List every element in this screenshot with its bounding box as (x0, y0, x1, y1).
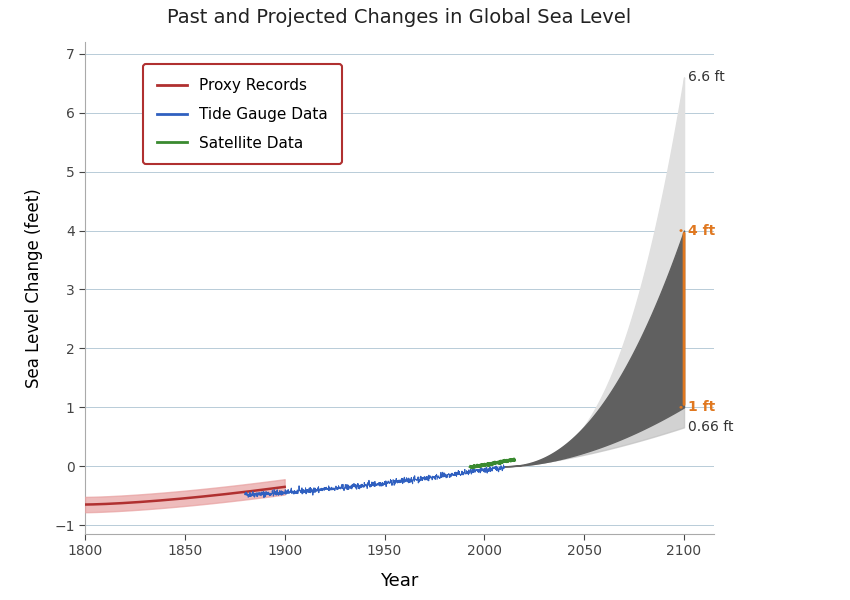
Text: 4 ft: 4 ft (688, 224, 716, 238)
Text: 6.6 ft: 6.6 ft (688, 70, 725, 85)
Y-axis label: Sea Level Change (feet): Sea Level Change (feet) (25, 188, 43, 388)
Text: 1 ft: 1 ft (688, 400, 716, 415)
Title: Past and Projected Changes in Global Sea Level: Past and Projected Changes in Global Sea… (167, 8, 632, 26)
Legend: Proxy Records, Tide Gauge Data, Satellite Data: Proxy Records, Tide Gauge Data, Satellit… (143, 64, 342, 164)
Text: 0.66 ft: 0.66 ft (688, 421, 734, 434)
X-axis label: Year: Year (380, 572, 419, 590)
